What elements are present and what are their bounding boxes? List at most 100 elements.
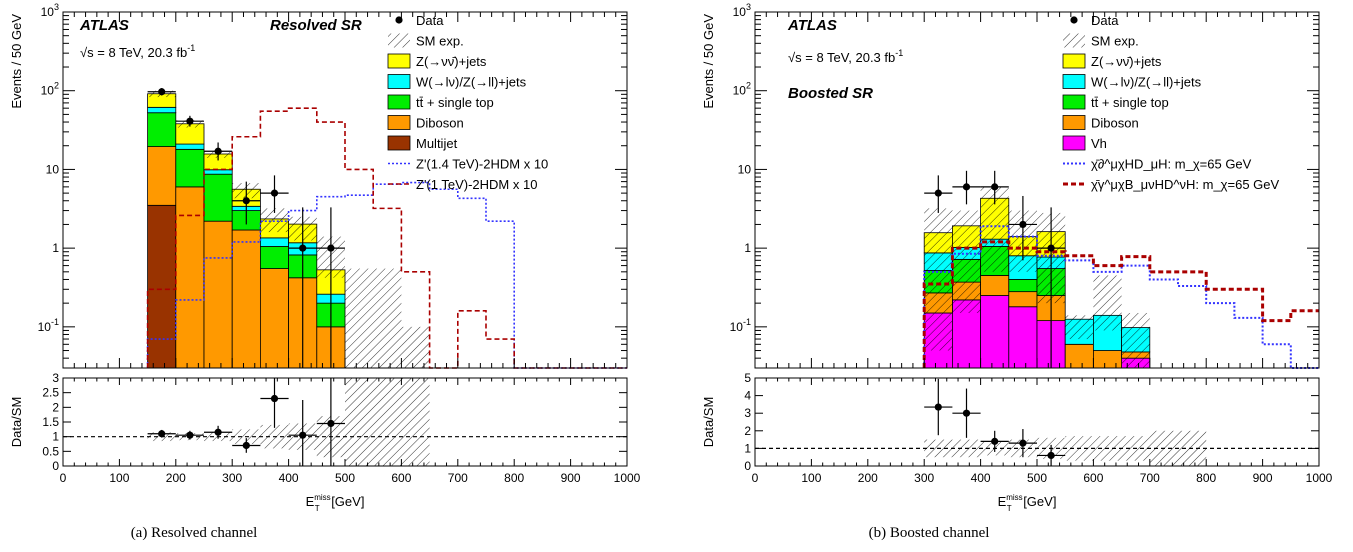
ratio-tick-label: 0.5 [42, 444, 59, 458]
x-tick-label: 200 [166, 471, 186, 485]
legend-label: χ̄∂^μχHD_μH: m_χ=65 GeV [1091, 157, 1252, 172]
signal-line [146, 181, 627, 369]
y-tick-label: 103 [41, 2, 59, 19]
x-tick-label: 0 [752, 471, 759, 485]
legend-label: tt̄ + single top [416, 95, 494, 110]
legend-marker [1062, 74, 1086, 89]
legend-marker [388, 33, 410, 48]
ratio-point [214, 428, 222, 436]
region-label: Resolved SR [270, 17, 362, 34]
ratio-point [991, 437, 999, 445]
sm-uncertainty-band [924, 208, 953, 351]
legend-marker [1062, 53, 1086, 69]
x-tick-label: 100 [109, 471, 129, 485]
region-label: Boosted SR [788, 85, 873, 102]
stack-bar-00ee00 [147, 112, 177, 147]
stack-bar-ff9900 [1008, 291, 1038, 308]
ratio-tick-label: 2.5 [42, 386, 59, 400]
stack-bar-00ffff [147, 106, 177, 114]
stack-bar-ff9900 [231, 229, 261, 369]
ratio-frame [754, 377, 1320, 467]
experiment-label: ATLAS [787, 17, 837, 34]
sm-uncertainty-band [952, 210, 981, 313]
y-axis-label: Events / 50 GeV [9, 14, 24, 109]
x-tick-label: 1000 [1306, 471, 1333, 485]
legend-marker [1062, 94, 1086, 110]
x-tick-label: 600 [391, 471, 411, 485]
stack-bar-ff9900 [259, 268, 289, 369]
ratio-tick-label: 0 [52, 459, 59, 473]
legend-marker [395, 16, 403, 24]
data-point [242, 197, 250, 205]
legend-marker [387, 115, 411, 130]
y-axis-label: Events / 50 GeV [701, 14, 716, 109]
sm-uncertainty-band [1121, 312, 1150, 368]
data-point [962, 183, 971, 191]
stack-bar-00ee00 [203, 173, 233, 222]
y-tick-label: 10 [46, 162, 60, 176]
x-tick-label: 400 [279, 471, 299, 485]
legend-label: Z'(1.4 TeV)-2HDM x 10 [416, 157, 548, 172]
ratio-point [186, 431, 194, 439]
legend-label: Multijet [416, 136, 458, 151]
ratio-point [242, 441, 250, 450]
stack-bar-ff9900 [147, 146, 177, 206]
stack-bar-00ee00 [1008, 279, 1038, 293]
legend-label: Diboson [416, 116, 464, 131]
x-axis-label: Emiss T [GeV] [306, 493, 365, 513]
legend-label: χ̄γ^μχB_μνHD^νH: m_χ=65 GeV [1091, 177, 1280, 192]
x-tick-label: 0 [60, 471, 67, 485]
stack-bar-00ffff [203, 169, 233, 175]
ratio-y-axis-label: Data/SM [9, 397, 24, 448]
caption-resolved: (a) Resolved channel [130, 525, 258, 541]
x-tick-label: 400 [971, 471, 991, 485]
legend-marker [1062, 135, 1086, 151]
sm-uncertainty-band [345, 268, 402, 368]
legend-label: Diboson [1091, 116, 1139, 131]
legend-marker [1062, 115, 1086, 130]
legend-label: SM exp. [416, 34, 464, 49]
legend-label: Data [1091, 13, 1119, 28]
signal-line [922, 240, 1319, 368]
sm-uncertainty-band [401, 326, 430, 368]
caption-boosted: (b) Boosted channel [868, 525, 990, 541]
y-tick-label: 10 [738, 162, 752, 176]
ratio-uncertainty-band [345, 378, 430, 466]
ratio-point [158, 430, 166, 438]
ratio-tick-label: 1 [744, 441, 751, 455]
data-point [186, 117, 194, 125]
data-point [327, 244, 335, 252]
data-point [214, 147, 222, 155]
y-tick-label: 10-1 [38, 317, 59, 334]
stack-bar-00ee00 [259, 246, 289, 269]
ratio-tick-label: 2 [52, 400, 59, 414]
legend-label: Vh [1091, 136, 1107, 151]
legend-label: Z(→νν̄)+jets [416, 54, 487, 69]
x-tick-label: 300 [222, 471, 242, 485]
ratio-tick-label: 0 [744, 459, 751, 473]
stack-bar-ff9900 [980, 275, 1010, 296]
legend-marker [387, 74, 411, 89]
legend-label: Z'(1 TeV)-2HDM x 10 [416, 177, 537, 192]
ratio-point [327, 419, 335, 428]
x-axis-label: Emiss T [GeV] [998, 493, 1057, 513]
y-tick-label: 103 [733, 2, 751, 19]
stack-bar-ff9900 [1093, 350, 1123, 369]
sm-uncertainty-band [260, 208, 289, 233]
x-tick-label: 200 [858, 471, 878, 485]
energy-label: √s = 8 TeV, 20.3 fb-1 [788, 48, 903, 65]
legend-label: W(→lν)/Z(→ll)+jets [416, 75, 527, 90]
ratio-point [299, 431, 307, 439]
legend-label: W(→lν)/Z(→ll)+jets [1091, 75, 1202, 90]
ratio-tick-label: 1.5 [42, 415, 59, 429]
legend-label: tt̄ + single top [1091, 95, 1169, 110]
ratio-point [962, 409, 971, 417]
x-tick-label: 100 [801, 471, 821, 485]
data-point [158, 88, 166, 96]
legend-marker [387, 94, 411, 110]
ratio-point [934, 403, 942, 411]
y-tick-label: 10-1 [730, 317, 751, 334]
x-tick-label: 800 [1196, 471, 1216, 485]
data-point [270, 189, 279, 197]
